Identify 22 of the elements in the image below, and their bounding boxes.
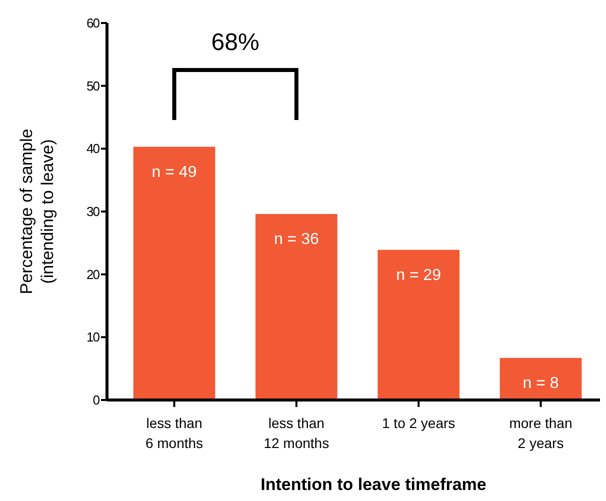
y-tick-label: 30 — [86, 204, 100, 220]
y-tick-label: 60 — [86, 16, 100, 31]
x-axis-title: Intention to leave timeframe — [260, 475, 486, 494]
y-tick-label: 40 — [86, 141, 100, 156]
annotation: n = 29 — [396, 266, 442, 284]
y-tick-label: 50 — [86, 78, 100, 94]
bar — [500, 358, 582, 400]
bar — [255, 214, 338, 400]
bar — [378, 250, 460, 400]
annotation: n = 49 — [152, 164, 197, 181]
annotation: 68% — [211, 29, 260, 56]
x-tick-label: 1 to 2 years — [382, 415, 456, 431]
annotation: n = 36 — [274, 231, 319, 248]
y-tick-label: 0 — [92, 392, 100, 408]
x-tick-label: more than 2 years — [509, 415, 572, 451]
y-tick-label: 10 — [86, 330, 100, 345]
y-axis-title: Percentage of sample (intending to leave) — [17, 128, 57, 294]
x-tick-label: less than 12 months — [264, 415, 330, 451]
x-tick-label: less than 6 months — [145, 415, 204, 451]
y-tick-label: 20 — [86, 266, 100, 282]
annotation: n = 8 — [522, 374, 559, 392]
bar — [133, 146, 216, 400]
